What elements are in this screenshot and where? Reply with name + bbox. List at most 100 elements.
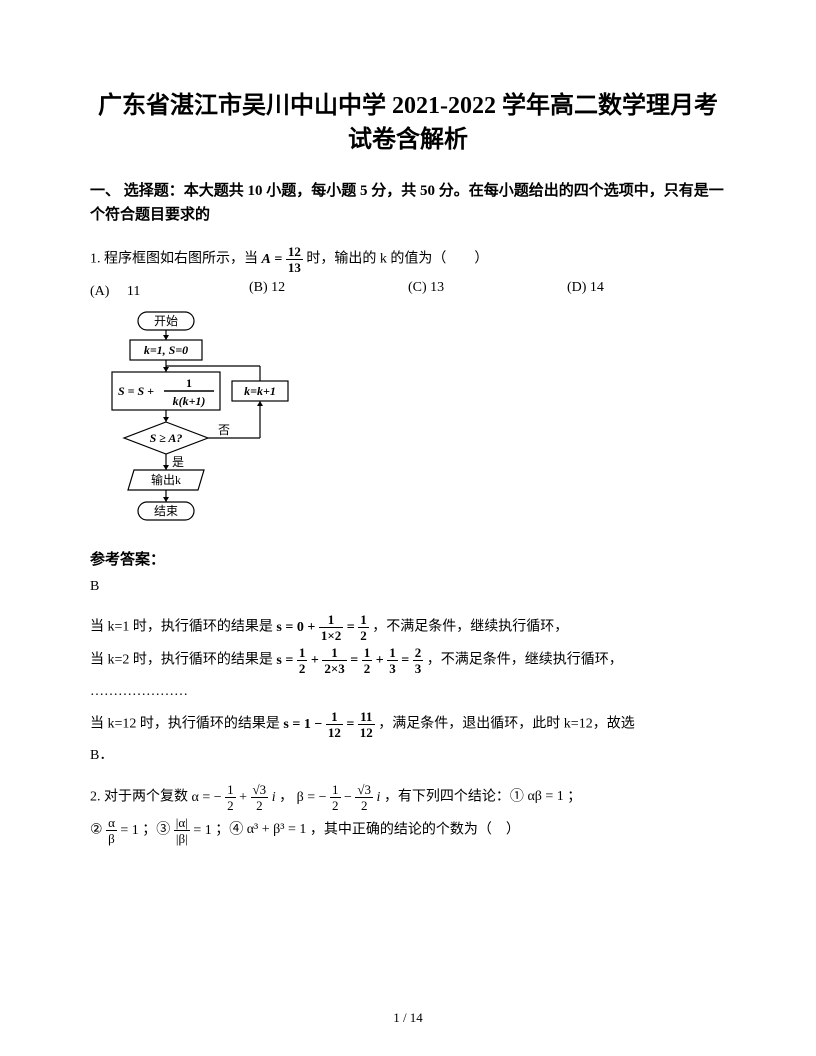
q1-option-A: (A) 11 — [90, 280, 249, 300]
q2-alpha-d2: 2 — [251, 798, 269, 812]
q1-sol2-d2: 2×3 — [322, 661, 346, 675]
q2-line2-pre: ② — [90, 823, 106, 838]
flow-S-den: k(k+1) — [173, 394, 206, 408]
q2-stem-line1: 2. 对于两个复数 α = − 12 + √32 i ， β = − 12 − … — [90, 783, 726, 812]
q2-c1: αβ = 1 — [527, 790, 563, 805]
q2-c2-num: α — [106, 816, 117, 831]
q2-beta-n2: √3 — [355, 783, 373, 798]
q1-sol2-n2: 1 — [322, 646, 346, 661]
q1-A-lhs: A — [262, 252, 271, 267]
q1-sol3-d2: 12 — [358, 725, 375, 739]
q1-sol1-b: ，不满足条件，继续执行循环， — [372, 620, 568, 635]
q1-sol2-d1: 2 — [297, 661, 308, 675]
q1-sol-dots: ………………… — [90, 679, 726, 706]
flow-output: 输出k — [151, 472, 181, 487]
q1-suffix: 时，输出的 k 的值为（ ） — [306, 252, 488, 267]
q2-semi: ； — [567, 790, 581, 805]
flow-no: 否 — [218, 423, 230, 437]
q2-c3-num: |α| — [174, 816, 190, 831]
q1-sol-line3c: B． — [90, 743, 726, 770]
q1-sol2-d3: 2 — [362, 661, 373, 675]
page-footer: 1 / 14 — [0, 1010, 816, 1026]
q1-sol3-b: ，满足条件，退出循环，此时 k=12，故选 — [378, 717, 634, 732]
flow-cond: S ≥ A? — [150, 431, 183, 445]
q2-beta-lhs: β = − — [297, 790, 327, 805]
q2-suffix2: ，其中正确的结论的个数为（ ） — [310, 823, 520, 838]
q1-sol3-d1: 12 — [326, 725, 343, 739]
exam-page: 广东省湛江市吴川中山中学 2021-2022 学年高二数学理月考试卷含解析 一、… — [0, 0, 816, 1056]
q2-beta-d2: 2 — [355, 798, 373, 812]
q1-sol-line1: 当 k=1 时，执行循环的结果是 s = 0 + 11×2 = 12 ，不满足条… — [90, 613, 726, 642]
q1-sol2-lhs: s = — [276, 653, 293, 668]
q2-semi2: ；③ — [142, 823, 174, 838]
q1-A-equation: A = 12 13 — [262, 252, 307, 267]
q1-sol2-n5: 2 — [413, 646, 424, 661]
q2-alpha-n1: 1 — [225, 783, 236, 798]
q1-sol-line2: 当 k=2 时，执行循环的结果是 s = 12 + 12×3 = 12 + 13… — [90, 646, 726, 675]
q1-answer: B — [90, 579, 726, 595]
q1-sol1-a: 当 k=1 时，执行循环的结果是 — [90, 620, 276, 635]
q1-sol3-lhs: s = 1 − — [283, 717, 322, 732]
q2-c3-rhs: = 1 — [193, 823, 211, 838]
q1-sol1-n2: 1 — [358, 613, 369, 628]
flow-init: k=1, S=0 — [144, 343, 188, 357]
q1-option-C: (C) 13 — [408, 280, 567, 300]
q2-beta-d1: 2 — [330, 798, 341, 812]
q1-sol2-d4: 3 — [387, 661, 398, 675]
q2-alpha-lhs: α = − — [192, 790, 222, 805]
q2-comma1: ， — [279, 790, 293, 805]
q1-option-D: (D) 14 — [567, 280, 726, 300]
q1-sol2-a: 当 k=2 时，执行循环的结果是 — [90, 653, 276, 668]
q1-prefix: 1. 程序框图如右图所示，当 — [90, 252, 262, 267]
q2-suffix1: ，有下列四个结论：① — [384, 790, 528, 805]
q1-sol3-eq: = — [346, 717, 354, 732]
q2-c4: α³ + β³ = 1 — [247, 823, 307, 838]
section-1-header: 一、 选择题：本大题共 10 小题，每小题 5 分，共 50 分。在每小题给出的… — [90, 179, 726, 227]
flow-inc: k=k+1 — [244, 384, 276, 398]
q1-sol2-b: ，不满足条件，继续执行循环， — [427, 653, 623, 668]
q1-sol3-n2: 11 — [358, 710, 375, 725]
q1-sol2-n4: 1 — [387, 646, 398, 661]
q1-sol2-eq1: = — [350, 653, 358, 668]
q2-c2-den: β — [106, 831, 117, 845]
q1-flowchart: 开始 k=1, S=0 S = S + 1 k(k+1) k=k+1 — [98, 310, 726, 540]
flow-start: 开始 — [154, 314, 178, 328]
q1-sol2-plus: + — [311, 653, 319, 668]
q1-sol2-eq2: = — [401, 653, 409, 668]
q1-option-B: (B) 12 — [249, 280, 408, 300]
q1-sol3-a: 当 k=12 时，执行循环的结果是 — [90, 717, 283, 732]
flow-yes: 是 — [172, 455, 184, 469]
q1-sol1-n1: 1 — [319, 613, 343, 628]
flow-end: 结束 — [154, 504, 178, 518]
q1-sol1-eq: = — [347, 620, 355, 635]
q2-beta-tail: i — [377, 790, 381, 805]
q1-options: (A) 11 (B) 12 (C) 13 (D) 14 — [90, 280, 726, 300]
q2-semi3: ；④ — [215, 823, 247, 838]
exam-title: 广东省湛江市吴川中山中学 2021-2022 学年高二数学理月考试卷含解析 — [90, 90, 726, 157]
q2-alpha-d1: 2 — [225, 798, 236, 812]
q1-sol2-d5: 3 — [413, 661, 424, 675]
q2-alpha-tail: i — [272, 790, 276, 805]
q2-beta-n1: 1 — [330, 783, 341, 798]
q1-A-num: 12 — [286, 245, 303, 260]
q2-beta-minus: − — [344, 790, 352, 805]
q1-answer-label: 参考答案： — [90, 548, 726, 569]
q1-stem: 1. 程序框图如右图所示，当 A = 12 13 时，输出的 k 的值为（ ） — [90, 245, 726, 274]
flow-S-lhs: S = S + — [118, 384, 154, 398]
q1-A-den: 13 — [286, 260, 303, 274]
q1-sol-line3: 当 k=12 时，执行循环的结果是 s = 1 − 112 = 1112 ，满足… — [90, 710, 726, 739]
flow-S-num: 1 — [186, 376, 192, 390]
q1-sol2-plus2: + — [376, 653, 384, 668]
q1-sol3-n1: 1 — [326, 710, 343, 725]
q1-sol2-n1: 1 — [297, 646, 308, 661]
q2-alpha-plus: + — [239, 790, 247, 805]
q2-c2-rhs: = 1 — [120, 823, 138, 838]
q2-c3-den: |β| — [174, 831, 190, 845]
q2-prefix: 2. 对于两个复数 — [90, 790, 192, 805]
q1-sol1-d1: 1×2 — [319, 628, 343, 642]
q1-sol1-d2: 2 — [358, 628, 369, 642]
q2-stem-line2: ② αβ = 1 ；③ |α||β| = 1 ；④ α³ + β³ = 1 ，其… — [90, 816, 726, 845]
q1-sol2-n3: 1 — [362, 646, 373, 661]
q2-alpha-n2: √3 — [251, 783, 269, 798]
q1-sol1-lhs: s = 0 + — [276, 620, 315, 635]
